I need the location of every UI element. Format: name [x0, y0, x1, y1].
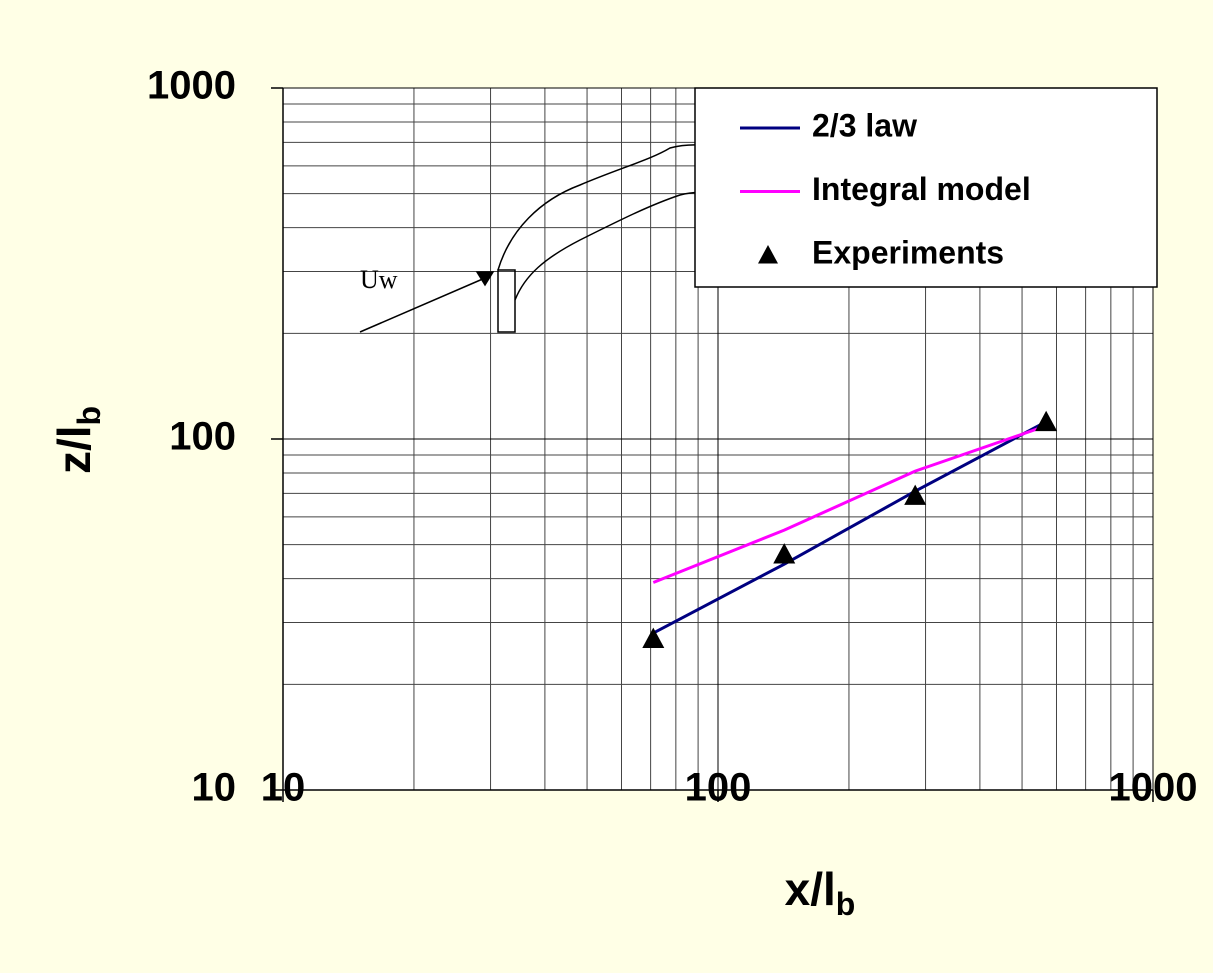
marker: [773, 543, 796, 564]
y-tick-label: 100: [169, 415, 236, 459]
legend: 2/3 law Integral model Experiments: [694, 87, 1158, 288]
y-label-main: z/l: [48, 425, 100, 474]
x-tick-label: 100: [685, 766, 752, 810]
arrow-head: [475, 271, 495, 287]
inset-diagram: [359, 144, 723, 333]
plume-upper: [497, 144, 701, 271]
series-line: [652, 424, 1047, 584]
x-label-sub: b: [836, 886, 856, 922]
legend-marker: [758, 245, 778, 264]
x-label-main: x/l: [785, 863, 836, 915]
legend-label: Experiments: [812, 234, 1004, 270]
x-tick-label: 10: [261, 766, 306, 810]
annotation: Uw: [360, 265, 398, 294]
marker: [904, 484, 927, 505]
legend-label: 2/3 law: [812, 107, 917, 143]
legend-label: Integral model: [812, 171, 1031, 207]
marker: [642, 627, 665, 648]
wind-arrow: [359, 277, 486, 333]
stack: [497, 269, 516, 333]
y-axis-label: z/lb: [48, 406, 107, 474]
y-tick-label: 1000: [147, 64, 236, 108]
y-tick-label: 10: [192, 766, 237, 810]
x-axis-label: x/lb: [785, 863, 856, 922]
series-line: [652, 420, 1047, 635]
marks: [642, 410, 1058, 648]
y-label-sub: b: [71, 406, 107, 426]
x-tick-label: 1000: [1109, 766, 1198, 810]
marker: [1035, 410, 1058, 432]
